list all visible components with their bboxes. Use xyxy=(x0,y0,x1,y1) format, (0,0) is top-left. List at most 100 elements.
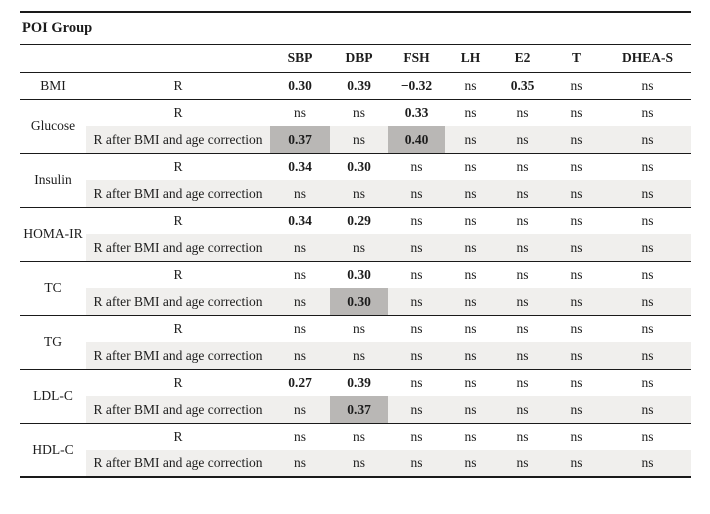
value-cell: ns xyxy=(516,375,529,390)
value-cell: ns xyxy=(604,126,692,154)
table-row: BMI R 0.30 0.39 −0.32 ns 0.35 ns ns xyxy=(20,72,692,100)
param-cell: HOMA-IR xyxy=(20,207,86,262)
value-cell: ns xyxy=(549,342,604,370)
value-cell: ns xyxy=(641,429,654,444)
value-cell: ns xyxy=(410,429,423,444)
column-header-fsh: FSH xyxy=(388,44,445,73)
value-cell: ns xyxy=(388,180,445,208)
poi-group-table-container: POI Group SBP DBP FSH LH E2 T DHEA-S BMI… xyxy=(20,11,692,478)
column-header-dbp: DBP xyxy=(330,44,388,73)
table-row: R after BMI and age correction ns ns ns ns ns… xyxy=(20,342,692,370)
param-cell: BMI xyxy=(20,72,86,100)
value-cell: ns xyxy=(270,450,330,478)
value-cell: 0.35 xyxy=(496,72,549,100)
row-type-cell: R xyxy=(86,72,270,100)
value-cell: 0.34 xyxy=(288,159,312,174)
value-cell: ns xyxy=(445,450,496,478)
param-cell: Glucose xyxy=(20,99,86,154)
table-row: R after BMI and age correction ns 0.37 ns ns… xyxy=(20,396,692,424)
value-cell: ns xyxy=(604,288,692,316)
value-cell: 0.30 xyxy=(347,267,371,282)
value-cell: ns xyxy=(496,450,549,478)
table-row: HOMA-IR R 0.34 0.29 ns ns ns ns ns xyxy=(20,207,691,262)
value-cell: 0.39 xyxy=(347,375,371,390)
value-cell: ns xyxy=(641,375,654,390)
value-cell: 0.27 xyxy=(288,375,312,390)
row-type-cell: R xyxy=(173,159,183,174)
value-cell: ns xyxy=(496,288,549,316)
value-cell: ns xyxy=(516,321,529,336)
value-cell: ns xyxy=(330,450,388,478)
value-cell: ns xyxy=(352,429,365,444)
row-type-cell: R after BMI and age correction xyxy=(86,180,270,208)
value-cell: ns xyxy=(641,159,654,174)
row-type-cell: R after BMI and age correction xyxy=(86,288,270,316)
value-cell: ns xyxy=(410,159,423,174)
value-cell: ns xyxy=(464,375,477,390)
value-cell: ns xyxy=(330,180,388,208)
value-cell: ns xyxy=(641,105,654,120)
table-row: R after BMI and age correction ns ns ns ns ns… xyxy=(20,450,692,478)
param-cell: Insulin xyxy=(20,153,86,208)
value-cell: ns xyxy=(445,396,496,424)
correlation-table: POI Group SBP DBP FSH LH E2 T DHEA-S BMI… xyxy=(20,11,692,478)
value-cell: ns xyxy=(496,126,549,154)
value-cell: ns xyxy=(388,234,445,262)
value-cell: ns xyxy=(570,105,583,120)
value-cell: 0.30 xyxy=(330,288,388,316)
column-header-blank-desc xyxy=(86,44,270,73)
value-cell: ns xyxy=(464,267,477,282)
row-type-cell: R after BMI and age correction xyxy=(86,234,270,262)
value-cell: ns xyxy=(570,429,583,444)
value-cell: ns xyxy=(464,429,477,444)
row-type-cell: R after BMI and age correction xyxy=(86,396,270,424)
value-cell: ns xyxy=(293,267,306,282)
value-cell: ns xyxy=(330,234,388,262)
value-cell: ns xyxy=(604,234,692,262)
table-row: R after BMI and age correction ns ns ns ns ns… xyxy=(20,234,692,262)
value-cell: ns xyxy=(445,180,496,208)
row-type-cell: R xyxy=(173,375,183,390)
value-cell: 0.30 xyxy=(347,159,371,174)
value-cell: ns xyxy=(570,375,583,390)
table-title: POI Group xyxy=(20,12,692,45)
value-cell: ns xyxy=(464,159,477,174)
value-cell: ns xyxy=(516,213,529,228)
value-cell: ns xyxy=(570,159,583,174)
row-type-cell: R xyxy=(173,213,183,228)
value-cell: ns xyxy=(388,288,445,316)
value-cell: ns xyxy=(496,342,549,370)
value-cell: −0.32 xyxy=(388,72,445,100)
column-header-e2: E2 xyxy=(496,44,549,73)
value-cell: ns xyxy=(270,180,330,208)
table-row: Insulin R 0.34 0.30 ns ns ns ns ns xyxy=(20,153,691,208)
value-cell: ns xyxy=(604,72,692,100)
value-cell: ns xyxy=(445,126,496,154)
value-cell: ns xyxy=(445,234,496,262)
table-row: R after BMI and age correction ns 0.30 ns ns… xyxy=(20,288,692,316)
param-cell: TG xyxy=(20,315,86,370)
value-cell: ns xyxy=(410,375,423,390)
value-cell: ns xyxy=(330,342,388,370)
row-type-cell: R xyxy=(173,429,183,444)
column-header-row: SBP DBP FSH LH E2 T DHEA-S xyxy=(20,44,692,73)
value-cell: ns xyxy=(549,288,604,316)
column-header-sbp: SBP xyxy=(270,44,330,73)
value-cell: ns xyxy=(641,267,654,282)
row-type-cell: R after BMI and age correction xyxy=(86,342,270,370)
value-cell: 0.30 xyxy=(270,72,330,100)
value-cell: ns xyxy=(352,105,365,120)
row-type-cell: R xyxy=(173,267,183,282)
value-cell: ns xyxy=(641,213,654,228)
param-cell: LDL-C xyxy=(20,369,86,424)
value-cell: ns xyxy=(445,342,496,370)
value-cell: ns xyxy=(570,213,583,228)
value-cell: ns xyxy=(516,105,529,120)
row-type-cell: R xyxy=(173,321,183,336)
value-cell: ns xyxy=(604,450,692,478)
